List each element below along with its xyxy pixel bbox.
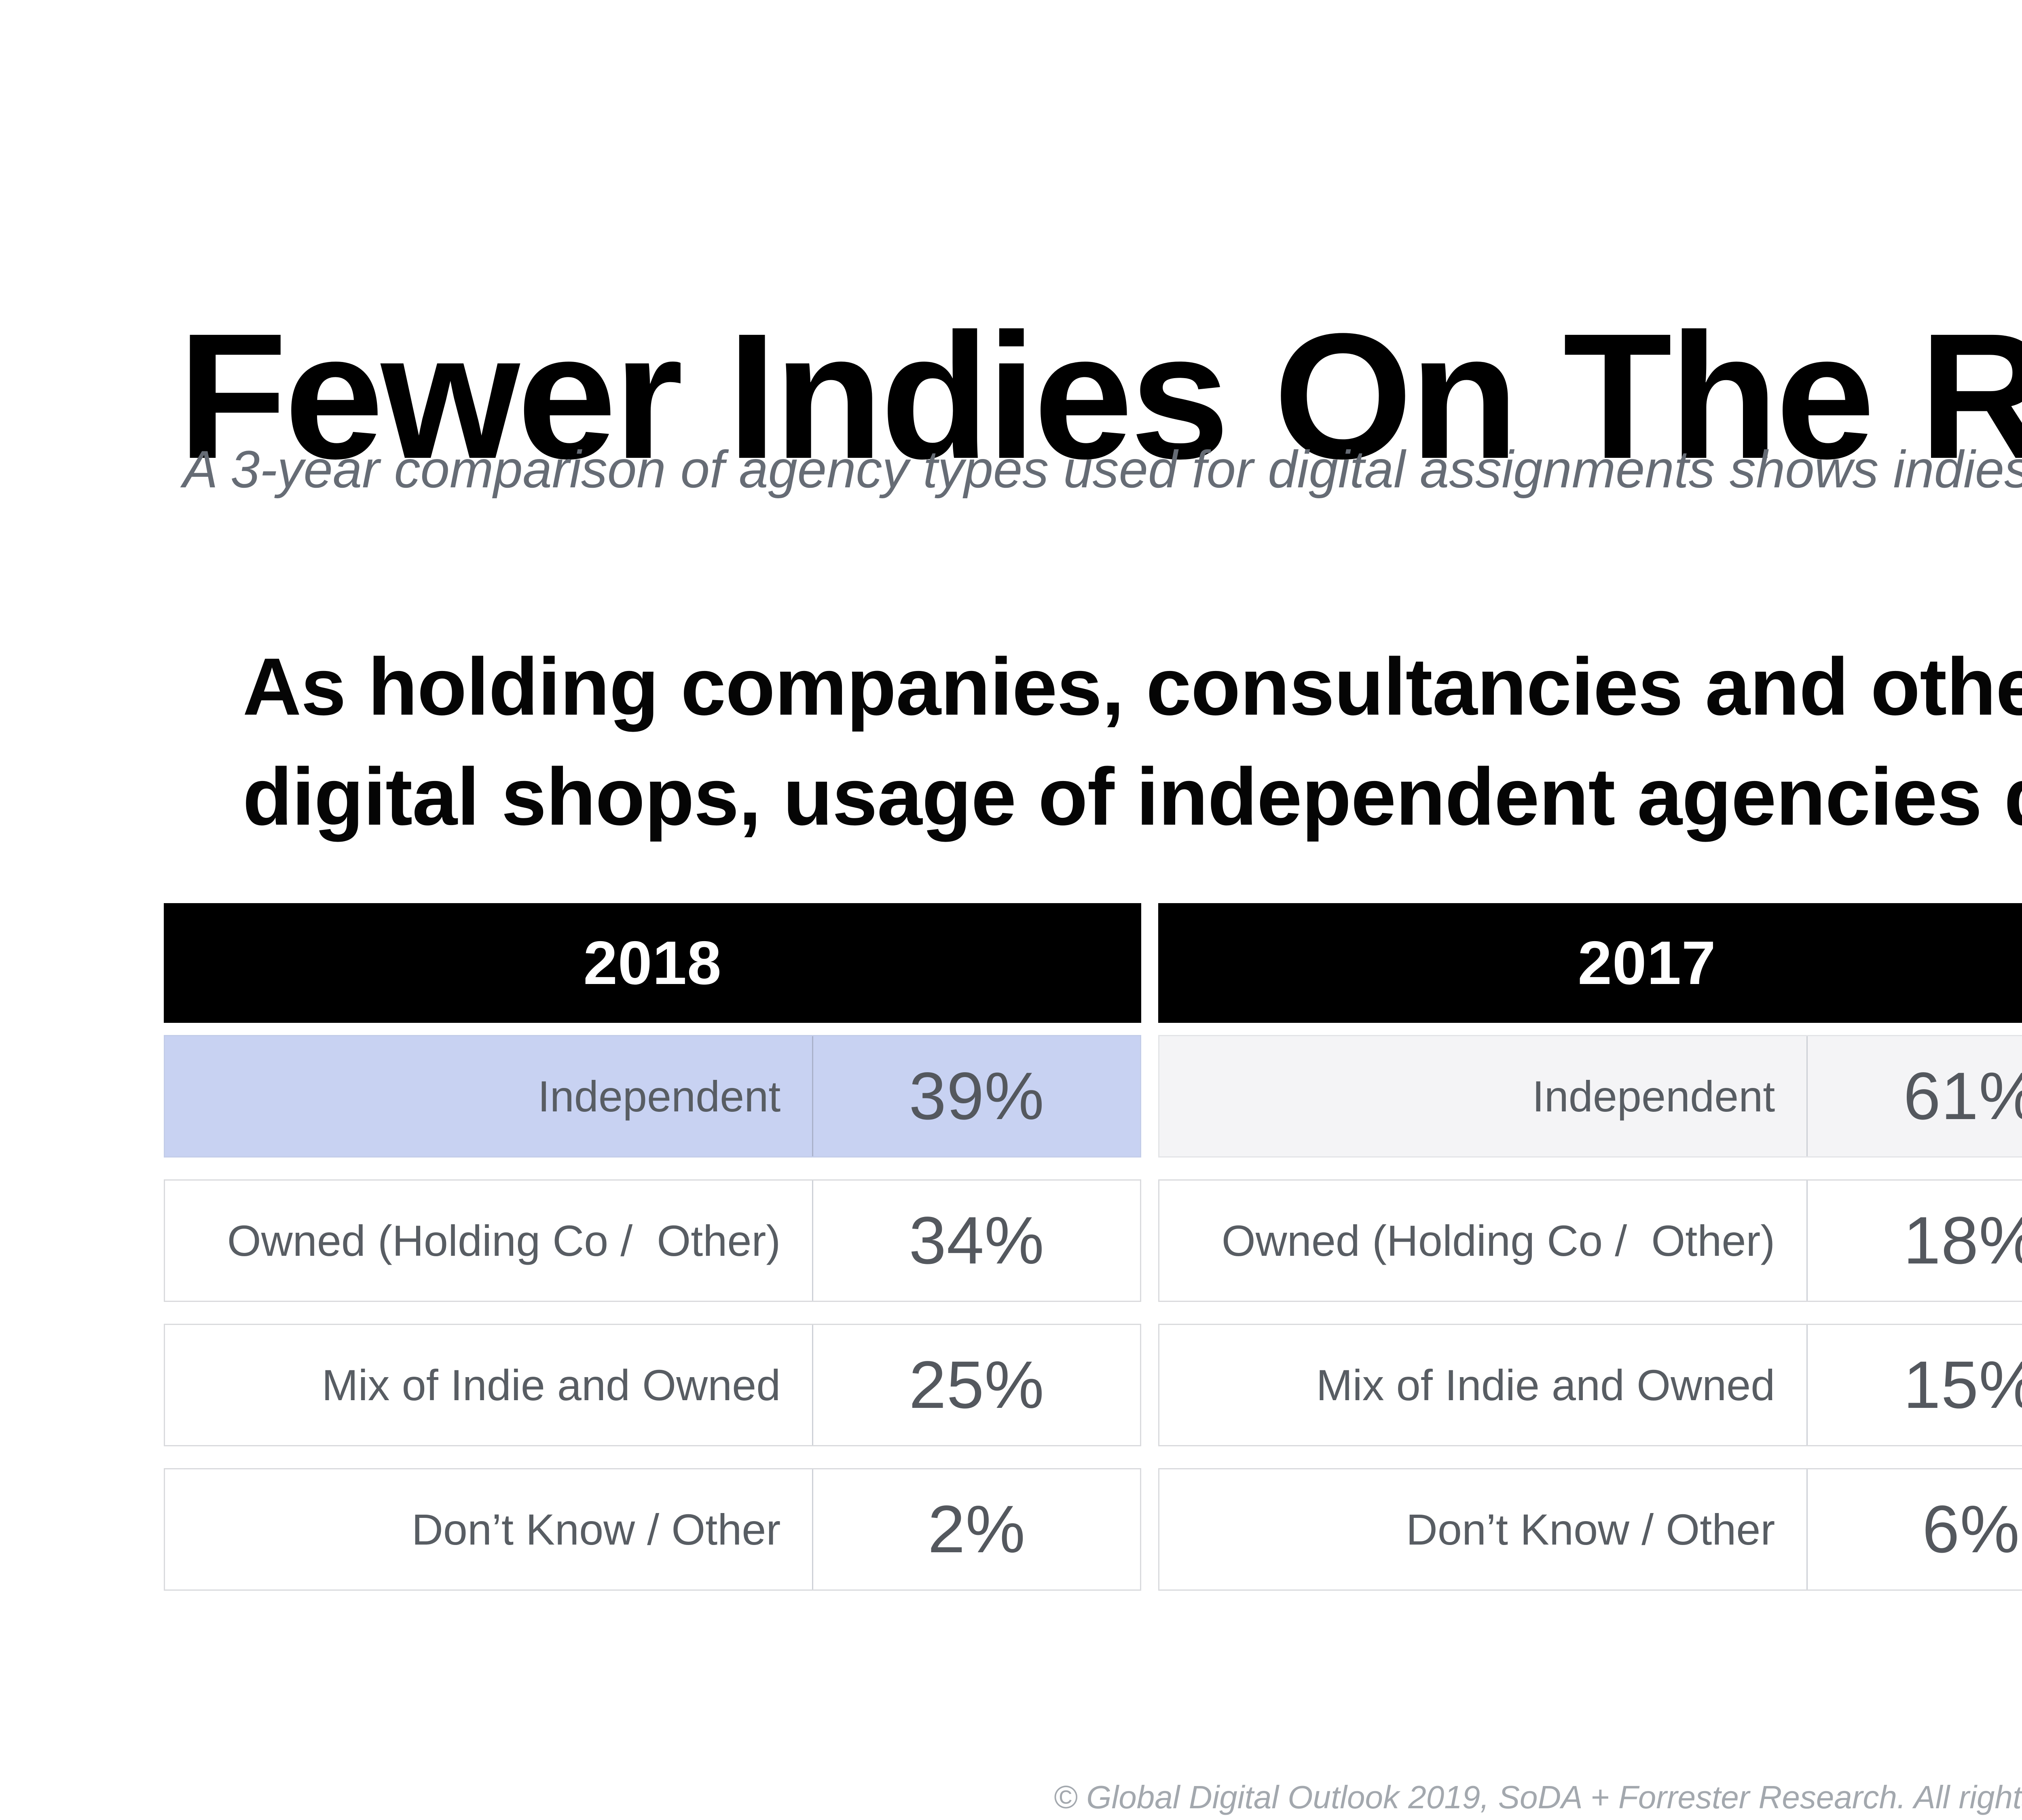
row-value-cell: 2%	[928, 1492, 1026, 1567]
table-row-dontknow: Don’t Know / Other 2%	[164, 1468, 1141, 1591]
row-label-cell: Owned (Holding Co / Other)	[165, 1181, 814, 1301]
row-label-cell: Mix of Indie and Owned	[1159, 1325, 1808, 1445]
row-label-cell: Owned (Holding Co / Other)	[1159, 1181, 1808, 1301]
row-value-cell: 61%	[1903, 1058, 2022, 1134]
table-row-independent: Independent 39%	[164, 1035, 1141, 1158]
table-2017-header: 2017	[1158, 903, 2022, 1023]
key-statement: As holding companies, consultancies and …	[243, 632, 2022, 852]
statement-line-2: digital shops, usage of independent agen…	[243, 751, 2022, 842]
table-2018: 2018 Independent 39% Owned (Holding Co /…	[164, 903, 1141, 1613]
row-label-cell: Don’t Know / Other	[165, 1469, 814, 1589]
page-subtitle: A 3-year comparison of agency types used…	[183, 440, 2022, 499]
table-row-dontknow: Don’t Know / Other 6%	[1158, 1468, 2022, 1591]
page-title: Fewer Indies On The Roster	[178, 296, 2022, 496]
year-label: 2018	[583, 928, 722, 997]
table-row-owned: Owned (Holding Co / Other) 18%	[1158, 1179, 2022, 1302]
table-row-mix: Mix of Indie and Owned 15%	[1158, 1324, 2022, 1446]
row-label-cell: Mix of Indie and Owned	[165, 1325, 814, 1445]
row-value-cell: 34%	[909, 1203, 1045, 1278]
row-value-cell: 25%	[909, 1347, 1045, 1422]
copyright-footer: © Global Digital Outlook 2019, SoDA + Fo…	[1053, 1779, 2022, 1815]
table-row-mix: Mix of Indie and Owned 25%	[164, 1324, 1141, 1446]
row-value-cell: 39%	[909, 1058, 1045, 1134]
table-row-owned: Owned (Holding Co / Other) 34%	[164, 1179, 1141, 1302]
row-value-cell: 18%	[1903, 1203, 2022, 1278]
row-label-cell: Independent	[1159, 1036, 1808, 1156]
comparison-tables: 2018 Independent 39% Owned (Holding Co /…	[164, 903, 2022, 1613]
row-value-cell: 15%	[1903, 1347, 2022, 1422]
table-2018-header: 2018	[164, 903, 1141, 1023]
row-label-cell: Independent	[165, 1036, 814, 1156]
statement-line-1: As holding companies, consultancies and …	[243, 641, 2022, 732]
table-2017: 2017 Independent 61% Owned (Holding Co /…	[1158, 903, 2022, 1613]
row-label-cell: Don’t Know / Other	[1159, 1469, 1808, 1589]
table-row-independent: Independent 61%	[1158, 1035, 2022, 1158]
row-value-cell: 6%	[1922, 1492, 2020, 1567]
year-label: 2017	[1578, 928, 1716, 997]
